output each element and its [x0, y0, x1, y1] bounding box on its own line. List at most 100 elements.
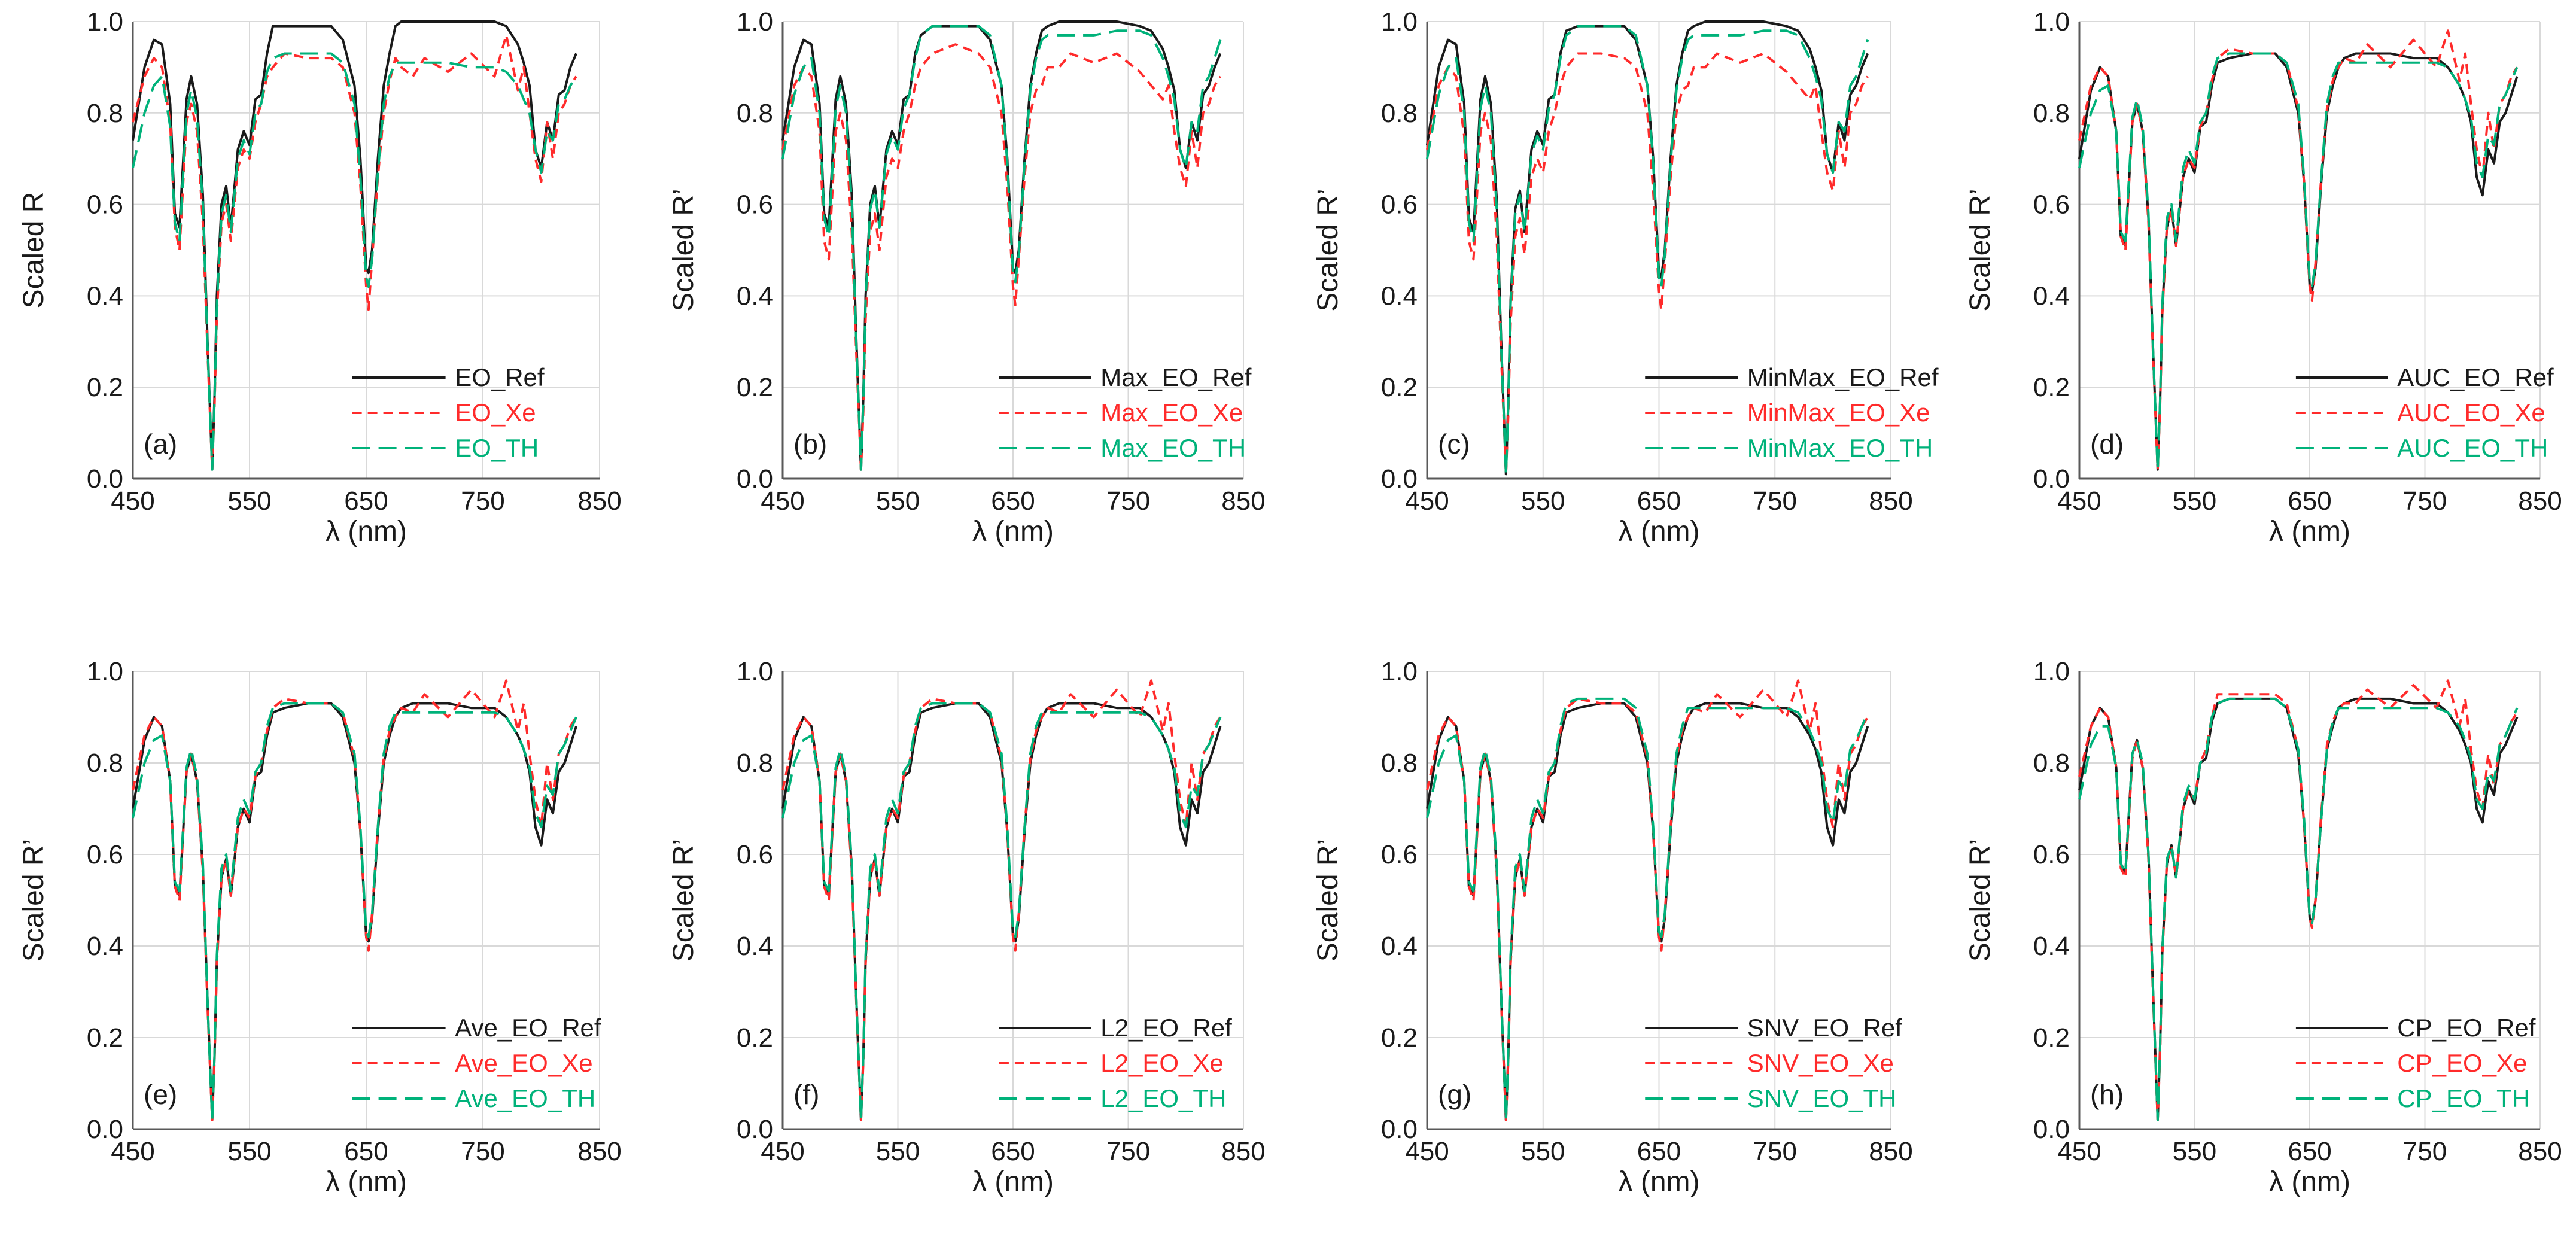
chart-panel-8: 0.0 0.2 0.4 0.6 0.8 1.0 450 550 650 750 850 λ (nm) S…: [1964, 657, 2562, 1198]
series-line-EO_Ref: [132, 20, 577, 471]
y-tick-label: 0.8: [737, 99, 773, 128]
legend-label: Ave_EO_TH: [455, 1084, 595, 1112]
x-tick-label: 550: [1521, 1137, 1565, 1166]
panel-label: (c): [1438, 428, 1470, 460]
x-tick-label: 650: [1637, 486, 1681, 516]
panel-label: (d): [2090, 428, 2124, 460]
x-tick-label: 650: [2288, 486, 2331, 516]
legend-label: CP_EO_Ref: [2397, 1014, 2535, 1042]
x-tick-label: 850: [577, 486, 621, 516]
y-tick-label: 0.8: [1381, 749, 1418, 778]
legend-label: Ave_EO_Ref: [455, 1014, 601, 1042]
x-tick-label: 650: [344, 1137, 388, 1166]
series-line-EO_Xe: [132, 34, 577, 471]
y-tick-label: 0.8: [87, 749, 123, 778]
y-tick-label: 0.4: [1381, 932, 1418, 961]
legend-label: MinMax_EO_Ref: [1747, 363, 1939, 391]
y-tick-label: 1.0: [1381, 7, 1418, 37]
y-tick-label: 0.4: [1381, 281, 1418, 311]
x-tick-label: 450: [761, 1137, 804, 1166]
series-line-CP_EO_TH: [2078, 697, 2519, 1121]
y-tick-label: 0.0: [737, 464, 773, 494]
y-tick-label: 0.6: [737, 190, 773, 220]
x-tick-label: 750: [461, 1137, 504, 1166]
legend-label: EO_Ref: [455, 363, 545, 391]
legend-label: CP_EO_Xe: [2397, 1049, 2527, 1077]
x-tick-label: 850: [1221, 1137, 1265, 1166]
y-tick-label: 0.4: [2033, 281, 2070, 311]
x-tick-label: 850: [1221, 486, 1265, 516]
y-tick-label: 0.8: [87, 99, 123, 128]
x-axis-title: λ (nm): [1619, 516, 1700, 548]
x-tick-label: 850: [2518, 1137, 2562, 1166]
x-tick-label: 450: [1405, 1137, 1449, 1166]
x-tick-label: 850: [2518, 486, 2562, 516]
x-tick-label: 650: [344, 486, 388, 516]
y-tick-label: 0.8: [2033, 99, 2070, 128]
y-tick-label: 0.8: [1381, 99, 1418, 128]
y-tick-label: 0.6: [87, 840, 123, 869]
y-tick-label: 0.8: [737, 749, 773, 778]
legend-label: AUC_EO_Xe: [2397, 399, 2545, 427]
series-line-MinMax_EO_TH: [1426, 25, 1869, 476]
y-tick-label: 0.6: [737, 840, 773, 869]
x-axis-title: λ (nm): [2269, 516, 2350, 548]
x-tick-label: 550: [227, 486, 271, 516]
chart-panel-3: 0.0 0.2 0.4 0.6 0.8 1.0 450 550 650 750 850 λ (nm) S…: [1312, 7, 1939, 548]
x-tick-label: 450: [2057, 486, 2101, 516]
chart-panel-2: 0.0 0.2 0.4 0.6 0.8 1.0 450 550 650 750 850 λ (nm) S…: [668, 7, 1266, 548]
legend-label: Max_EO_Ref: [1100, 363, 1251, 391]
series-line-Max_EO_Ref: [781, 20, 1222, 471]
y-tick-label: 0.6: [1381, 840, 1418, 869]
y-tick-label: 0.6: [2033, 840, 2070, 869]
x-axis-title: λ (nm): [326, 1166, 407, 1198]
x-tick-label: 750: [1106, 1137, 1150, 1166]
y-tick-label: 1.0: [737, 7, 773, 37]
x-tick-label: 650: [991, 486, 1035, 516]
legend-label: L2_EO_TH: [1100, 1084, 1226, 1112]
x-tick-label: 450: [1405, 486, 1449, 516]
y-tick-label: 1.0: [737, 657, 773, 686]
y-axis-title: Scaled R’: [1312, 839, 1344, 962]
x-axis-title: λ (nm): [326, 516, 407, 548]
y-tick-label: 0.6: [2033, 190, 2070, 220]
legend-label: L2_EO_Ref: [1100, 1014, 1232, 1042]
x-tick-label: 650: [991, 1137, 1035, 1166]
x-tick-label: 550: [227, 1137, 271, 1166]
panel-label: (b): [793, 428, 827, 460]
series-line-MinMax_EO_Xe: [1426, 52, 1869, 476]
series-line-Max_EO_TH: [781, 25, 1222, 471]
y-tick-label: 0.0: [87, 464, 123, 494]
chart-panel-5: 0.0 0.2 0.4 0.6 0.8 1.0 450 550 650 750 850 λ (nm) S…: [18, 657, 622, 1198]
legend-label: Max_EO_TH: [1100, 434, 1246, 462]
legend-label: MinMax_EO_Xe: [1747, 399, 1930, 427]
y-tick-label: 0.2: [1381, 373, 1418, 402]
y-axis-title: Scaled R’: [1312, 188, 1344, 311]
legend-label: L2_EO_Xe: [1100, 1049, 1224, 1077]
x-tick-label: 450: [111, 486, 154, 516]
x-tick-label: 750: [1106, 486, 1150, 516]
legend-label: SNV_EO_Ref: [1747, 1014, 1902, 1042]
y-axis-title: Scaled R’: [1964, 839, 1996, 962]
x-axis-title: λ (nm): [1619, 1166, 1700, 1198]
series-line-L2_EO_TH: [781, 702, 1222, 1121]
legend-label: CP_EO_TH: [2397, 1084, 2530, 1112]
y-tick-label: 0.2: [87, 1023, 123, 1053]
x-tick-label: 750: [1753, 486, 1797, 516]
legend-label: MinMax_EO_TH: [1747, 434, 1933, 462]
x-tick-label: 550: [2173, 1137, 2216, 1166]
x-axis-title: λ (nm): [972, 516, 1054, 548]
y-tick-label: 0.4: [2033, 932, 2070, 961]
chart-panel-7: 0.0 0.2 0.4 0.6 0.8 1.0 450 550 650 750 850 λ (nm) S…: [1312, 657, 1913, 1198]
y-tick-label: 0.0: [2033, 464, 2070, 494]
y-tick-label: 0.8: [2033, 749, 2070, 778]
legend-label: EO_TH: [455, 434, 539, 462]
x-tick-label: 650: [2288, 1137, 2331, 1166]
panel-label: (a): [144, 428, 177, 460]
y-tick-label: 0.2: [737, 373, 773, 402]
y-axis-title: Scaled R’: [668, 839, 699, 962]
x-tick-label: 850: [577, 1137, 621, 1166]
y-axis-title: Scaled R’: [1964, 188, 1996, 311]
legend-label: EO_Xe: [455, 399, 536, 427]
y-tick-label: 1.0: [87, 657, 123, 686]
